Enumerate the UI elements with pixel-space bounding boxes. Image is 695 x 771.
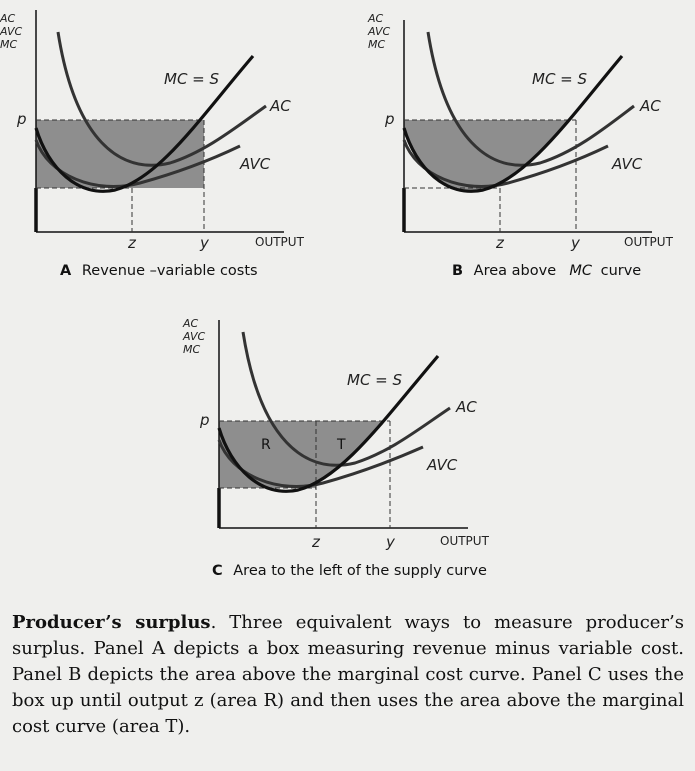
panel-a-mc-supply-curve bbox=[34, 54, 255, 193]
panel-a: AC AVC MC p z y OUTPUT MC = S AC AVC A R… bbox=[0, 10, 305, 279]
panel-b-axis-label-ac: AC bbox=[367, 12, 384, 25]
panel-c-avc-label: AVC bbox=[426, 456, 458, 474]
panel-c-ac-curve bbox=[241, 331, 451, 467]
panel-a-price-label: p bbox=[16, 110, 27, 128]
panel-a-tick-y: y bbox=[199, 234, 210, 252]
panel-b-output-label: OUTPUT bbox=[624, 235, 674, 249]
panel-b-ac-label: AC bbox=[639, 97, 661, 115]
panel-b-caption-text: Area above bbox=[474, 263, 561, 279]
panel-a-caption-text: Revenue –variable costs bbox=[82, 263, 258, 279]
panel-a-axis-label-mc: MC bbox=[0, 38, 17, 51]
panel-b-area-above-mc bbox=[404, 120, 576, 192]
panel-c-price-label: p bbox=[199, 411, 210, 429]
panel-c-axis-label-ac: AC bbox=[182, 317, 199, 330]
panel-c-caption-letter: C bbox=[212, 563, 223, 579]
panel-a-revenue-variable-cost-box bbox=[36, 120, 204, 188]
panel-b-avc-label: AVC bbox=[611, 155, 643, 173]
panel-c-ac-label: AC bbox=[455, 398, 477, 416]
panel-c-caption: C Area to the left of the supply curve bbox=[212, 563, 487, 579]
panel-a-output-label: OUTPUT bbox=[255, 235, 305, 249]
panel-a-caption: A Revenue –variable costs bbox=[60, 263, 258, 279]
panel-b-caption-letter: B bbox=[452, 263, 463, 279]
panel-b-tick-z: z bbox=[495, 234, 505, 252]
panel-c-axis-label-mc: MC bbox=[183, 343, 200, 356]
panel-b-caption-tail: curve bbox=[601, 263, 642, 279]
caption-lead: Producer’s surplus bbox=[12, 612, 211, 633]
panel-c-area-t-label: T bbox=[336, 437, 346, 453]
panel-a-tick-z: z bbox=[127, 234, 137, 252]
panel-b-mc-supply-curve bbox=[402, 54, 624, 193]
panel-a-caption-letter: A bbox=[60, 263, 72, 279]
panel-a-avc-label: AVC bbox=[239, 155, 271, 173]
panel-c-output-label: OUTPUT bbox=[440, 534, 490, 548]
panel-c-caption-text: Area to the left of the supply curve bbox=[233, 563, 487, 579]
panel-a-axis-label-avc: AVC bbox=[0, 25, 23, 38]
panel-c-area-r-label: R bbox=[261, 437, 271, 453]
panel-c-mc-supply-curve bbox=[217, 354, 440, 493]
panel-c-tick-z: z bbox=[311, 533, 321, 551]
panel-a-axis-label-ac: AC bbox=[0, 12, 16, 25]
panel-b-axis-label-mc: MC bbox=[368, 38, 385, 51]
panel-c-mc-label: MC = S bbox=[347, 371, 403, 389]
panel-a-ac-label: AC bbox=[269, 97, 291, 115]
panel-b-caption-italic: MC bbox=[569, 263, 593, 279]
caption-body: . Three equivalent ways to measure produ… bbox=[12, 612, 684, 737]
figure-panels: AC AVC MC p z y OUTPUT MC = S AC AVC A R… bbox=[0, 10, 674, 579]
panel-b-caption: B Area above MC curve bbox=[452, 263, 641, 279]
panel-b-tick-y: y bbox=[570, 234, 581, 252]
panel-b: AC AVC MC p z y OUTPUT MC = S AC AVC B A… bbox=[367, 12, 674, 279]
figure-caption-paragraph: Producer’s surplus. Three equivalent way… bbox=[12, 610, 684, 740]
panel-b-mc-label: MC = S bbox=[532, 70, 588, 88]
panel-c: AC AVC MC p z y OUTPUT R T MC = S AC AVC… bbox=[182, 317, 490, 579]
panel-b-price-label: p bbox=[384, 110, 395, 128]
panel-b-axis-label-avc: AVC bbox=[367, 25, 391, 38]
panel-c-axis-label-avc: AVC bbox=[182, 330, 206, 343]
panel-b-ac-curve bbox=[426, 31, 635, 167]
panel-a-mc-label: MC = S bbox=[164, 70, 220, 88]
panel-c-tick-y: y bbox=[385, 533, 396, 551]
